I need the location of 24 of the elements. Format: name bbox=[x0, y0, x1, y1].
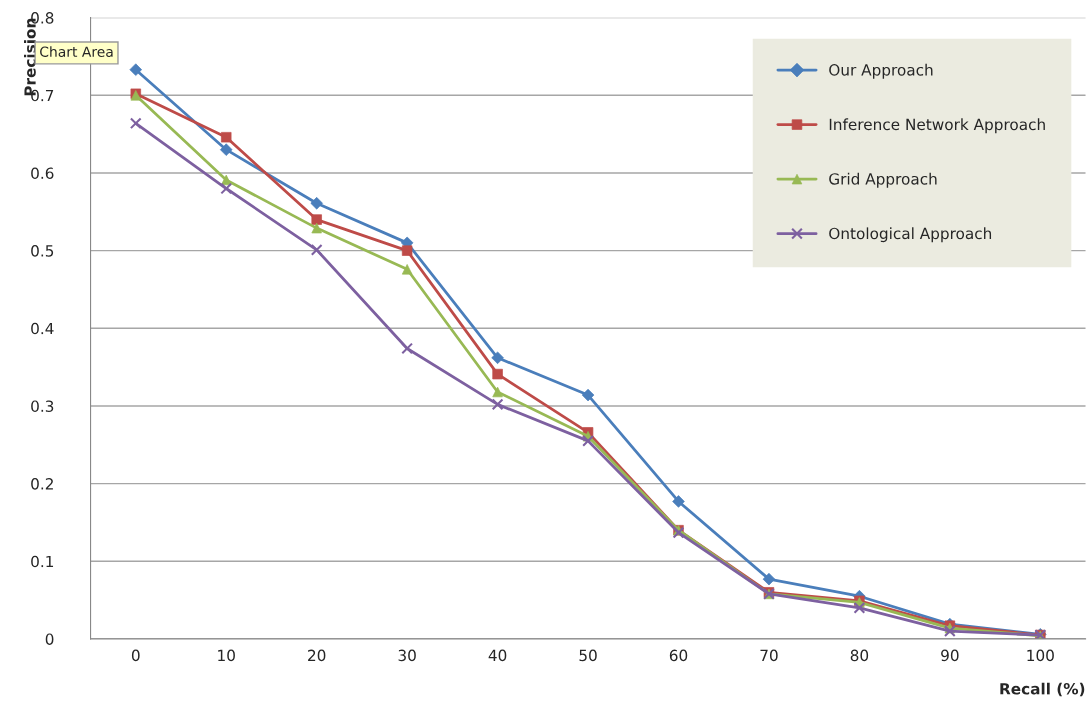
x-tick-label: 100 bbox=[1027, 649, 1054, 662]
y-tick-label: 0.2 bbox=[31, 478, 53, 490]
x-tick-label: 0 bbox=[131, 649, 140, 662]
y-tick-label: 0.3 bbox=[31, 400, 54, 412]
legend-label: Inference Network Approach bbox=[829, 118, 1045, 134]
x-tick-label: 10 bbox=[218, 649, 235, 662]
x-tick-label: 50 bbox=[579, 649, 597, 662]
x-tick-label: 90 bbox=[941, 649, 959, 662]
y-tick-label: 0 bbox=[45, 633, 54, 645]
x-tick-label: 30 bbox=[398, 649, 416, 662]
x-tick-label: 70 bbox=[760, 649, 778, 662]
y-tick-label: 0.5 bbox=[31, 245, 54, 257]
y-tick-label: 0.1 bbox=[31, 555, 54, 568]
annotation: Chart Area bbox=[40, 46, 113, 57]
y-tick-label: 0.6 bbox=[31, 167, 54, 179]
x-axis-title: Recall (%) bbox=[1000, 682, 1085, 697]
y-tick-label: 0.4 bbox=[31, 322, 54, 335]
legend-label: Ontological Approach bbox=[829, 227, 992, 243]
legend-label: Grid Approach bbox=[829, 172, 937, 188]
x-tick-label: 60 bbox=[669, 649, 688, 662]
x-tick-label: 20 bbox=[308, 649, 326, 662]
legend-label: Our Approach bbox=[829, 63, 933, 79]
x-tick-label: 40 bbox=[488, 649, 507, 662]
x-tick-label: 80 bbox=[850, 649, 869, 662]
